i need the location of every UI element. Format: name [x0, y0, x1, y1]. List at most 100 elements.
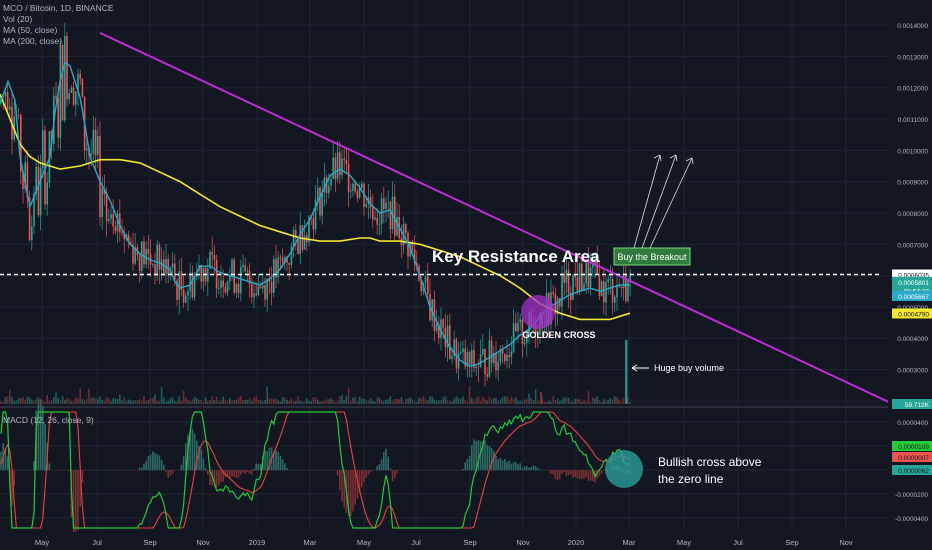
volume-bar — [301, 401, 304, 404]
candle-body — [627, 281, 629, 302]
candle-body — [121, 232, 123, 234]
vol-label[interactable]: Vol (20) — [3, 14, 33, 24]
volume-bar — [330, 398, 332, 404]
macd-histogram-bar — [246, 470, 249, 472]
volume-bar — [70, 400, 73, 404]
candle-body — [264, 285, 266, 300]
macd-histogram-bar — [213, 470, 216, 487]
macd-histogram-bar — [39, 400, 42, 471]
macd-histogram-bar — [504, 459, 506, 471]
macd-histogram-bar — [145, 460, 147, 471]
macd-histogram-bar — [196, 440, 198, 471]
macd-histogram-bar — [356, 470, 359, 499]
time-tick-label: Sep — [785, 538, 798, 547]
candle-body — [504, 353, 506, 362]
breakout-arrowhead — [653, 154, 662, 162]
volume-bar — [341, 394, 343, 404]
volume-bar — [440, 399, 442, 404]
symbol-label[interactable]: MCO / Bitcoin, 1D, BINANCE — [3, 3, 114, 13]
candle-body — [244, 264, 246, 272]
volume-bar — [442, 397, 444, 404]
volume-bar — [44, 401, 46, 404]
volume-bar — [268, 398, 271, 404]
macd-histogram-bar — [488, 446, 491, 471]
candle-body — [108, 219, 110, 222]
candle-body — [497, 361, 499, 371]
macd-histogram-bar — [583, 470, 585, 479]
candle-body — [167, 258, 169, 275]
macd-histogram-bar — [343, 470, 345, 508]
macd-histogram-bar — [559, 470, 561, 479]
macd-histogram-bar — [464, 462, 466, 471]
macd-histogram-bar — [284, 463, 286, 471]
macd-histogram-bar — [198, 445, 200, 471]
volume-bar — [484, 399, 486, 404]
volume-bar — [185, 397, 187, 404]
candle-body — [229, 275, 231, 282]
volume-bar — [616, 396, 618, 404]
price-tag-label: 0.0006035 — [898, 273, 929, 280]
volume-bar — [411, 399, 414, 404]
volume-bar — [609, 397, 612, 404]
candle-body — [589, 267, 592, 288]
macd-histogram-bar — [570, 470, 572, 475]
candle-body — [523, 342, 526, 344]
macd-histogram-bar — [336, 470, 339, 476]
volume-bar — [576, 399, 579, 404]
candle-body — [576, 277, 579, 292]
volume-bar — [521, 401, 524, 404]
candle-body — [242, 264, 244, 268]
candle-body — [345, 160, 348, 164]
candle-body — [605, 282, 607, 303]
candle-body — [341, 158, 343, 176]
candle-body — [119, 213, 121, 233]
candle-body — [317, 187, 319, 200]
macd-histogram-bar — [473, 439, 475, 471]
candle-body — [253, 293, 255, 298]
ma50-label[interactable]: MA (50, close) — [3, 25, 58, 35]
volume-bar — [367, 400, 370, 404]
candle-body — [526, 337, 528, 343]
candle-body — [123, 233, 125, 240]
macd-histogram-bar — [486, 445, 488, 471]
ma200-label[interactable]: MA (200, close) — [3, 36, 63, 46]
macd-histogram-bar — [240, 470, 242, 475]
macd-histogram-bar — [167, 470, 169, 478]
candle-body — [28, 197, 31, 240]
volume-bar — [464, 400, 466, 404]
candle-body — [79, 73, 81, 80]
macd-histogram-bar — [79, 470, 81, 507]
candle-body — [66, 36, 68, 100]
volume-bar — [380, 399, 383, 404]
time-tick-label: Nov — [196, 538, 210, 547]
macd-histogram-bar — [596, 470, 598, 479]
price-tag — [892, 308, 932, 319]
macd-histogram-bar — [154, 452, 156, 471]
golden-cross-label: GOLDEN CROSS — [522, 330, 595, 340]
macd-histogram-bar — [376, 466, 378, 471]
candle-body — [479, 354, 482, 368]
candle-body — [277, 257, 279, 278]
candle-body — [301, 225, 304, 250]
volume-bar — [72, 401, 75, 404]
candle-body — [510, 351, 513, 358]
macd-tag — [892, 441, 932, 451]
candle-body — [24, 162, 26, 189]
volume-bar — [306, 398, 308, 404]
macd-histogram-bar — [576, 470, 579, 479]
volume-bar — [295, 401, 297, 404]
macd-histogram-bar — [495, 455, 497, 471]
candle-body — [33, 193, 35, 227]
macd-histogram-bar — [358, 470, 361, 493]
volume-bar — [594, 398, 596, 404]
candle-body — [20, 115, 22, 173]
volume-bar — [389, 396, 392, 404]
volume-bar — [328, 399, 330, 404]
volume-bar — [110, 401, 112, 404]
volume-bar — [343, 399, 345, 404]
macd-histogram-bar — [490, 448, 493, 471]
macd-histogram-bar — [11, 470, 13, 507]
macd-label[interactable]: MACD (12, 26, close, 9) — [3, 415, 94, 425]
macd-histogram-bar — [369, 470, 372, 473]
candle-body — [143, 241, 145, 265]
